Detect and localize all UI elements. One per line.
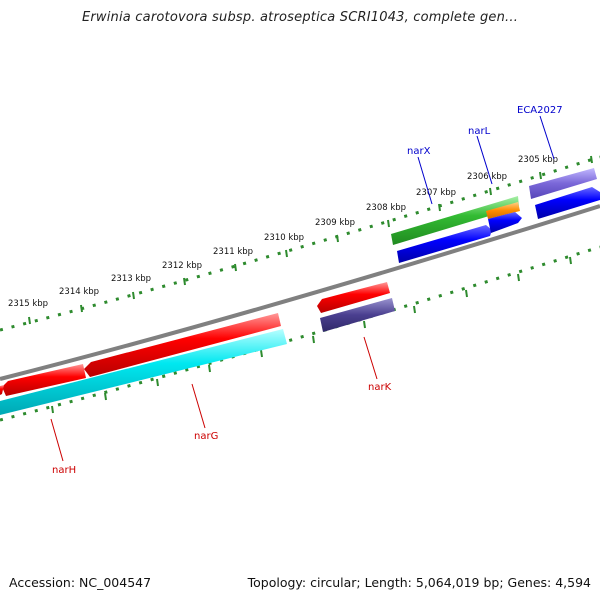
outer-scale — [0, 155, 600, 332]
scale-tick — [28, 316, 31, 325]
leader-line-narX — [417, 156, 433, 205]
scale-tick — [208, 364, 211, 373]
feature-label-narL[interactable]: narL — [468, 126, 491, 137]
feature-narL[interactable] — [486, 202, 520, 219]
leader-line-narL — [476, 135, 493, 185]
scale-tick — [413, 305, 416, 314]
scale-tick — [183, 277, 186, 286]
feature-gene-blue[interactable] — [488, 212, 522, 233]
feature-gene-navy[interactable] — [320, 298, 395, 332]
feature-narK[interactable] — [317, 282, 390, 313]
scale-label: 2305 kbp — [518, 155, 558, 165]
scale-tick — [312, 335, 315, 344]
feature-label-narG[interactable]: narG — [194, 431, 218, 442]
feature-gene-blue[interactable] — [397, 225, 492, 263]
feature-narH[interactable] — [2, 364, 86, 396]
feature-narG[interactable] — [84, 313, 281, 377]
feature-gene-red-partial[interactable] — [0, 385, 4, 395]
scale-tick — [465, 289, 468, 298]
leader-line-narH — [50, 418, 64, 462]
scale-label: 2306 kbp — [467, 172, 507, 182]
accession-text: Accession: NC_004547 — [9, 575, 152, 590]
feature-gene-blue[interactable] — [535, 187, 600, 219]
reverse-strand-features — [0, 282, 395, 415]
genome-backbone — [0, 204, 600, 381]
forward-strand-features — [391, 168, 600, 263]
feature-label-narK[interactable]: narK — [368, 382, 392, 393]
scale-label: 2308 kbp — [366, 203, 406, 213]
scale-tick — [438, 203, 441, 212]
scale-label: 2311 kbp — [213, 247, 253, 257]
scale-label: 2307 kbp — [416, 188, 456, 198]
scale-label: 2315 kbp — [8, 299, 48, 309]
scale-tick — [156, 378, 159, 387]
feature-ECA2027[interactable] — [529, 168, 597, 199]
scale-tick — [539, 171, 542, 180]
scale-tick — [517, 273, 520, 282]
scale-tick — [285, 249, 288, 258]
scale-tick — [590, 155, 593, 164]
feature-label-narH[interactable]: narH — [52, 465, 76, 476]
scale-label: 2309 kbp — [315, 218, 355, 228]
scale-tick — [489, 187, 492, 196]
scale-label: 2310 kbp — [264, 233, 304, 243]
leader-line-narK — [363, 336, 378, 380]
outer-scale-line — [0, 155, 600, 332]
leader-line-narG — [191, 383, 206, 429]
feature-label-ECA2027[interactable]: ECA2027 — [517, 105, 563, 116]
map-title: Erwinia carotovora subsp. atroseptica SC… — [81, 10, 519, 25]
genome-summary-text: Topology: circular; Length: 5,064,019 bp… — [247, 575, 591, 590]
scale-label: 2314 kbp — [59, 287, 99, 297]
scale-label: 2312 kbp — [162, 261, 202, 271]
feature-gene-cyan[interactable] — [0, 329, 287, 415]
scale-label: 2313 kbp — [111, 274, 151, 284]
inner-scale — [0, 245, 600, 422]
feature-label-narX[interactable]: narX — [407, 146, 431, 157]
scale-tick — [104, 392, 107, 401]
scale-tick — [336, 234, 339, 243]
scale-tick — [363, 320, 366, 329]
scale-tick — [387, 219, 390, 228]
scale-tick — [51, 405, 54, 414]
scale-tick — [260, 349, 263, 358]
inner-scale-line — [0, 245, 600, 422]
scale-tick — [569, 256, 572, 265]
feature-narX[interactable] — [391, 196, 519, 245]
leader-line-ECA2027 — [539, 115, 555, 160]
scale-tick — [132, 291, 135, 300]
scale-tick — [80, 304, 83, 313]
scale-tick — [234, 263, 237, 272]
